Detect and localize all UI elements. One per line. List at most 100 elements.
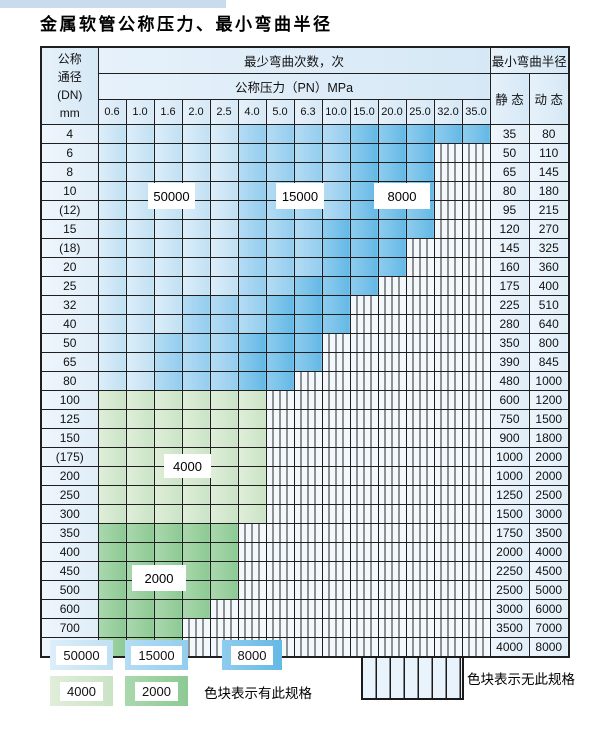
spec-cell-4000 <box>97 427 127 448</box>
dynamic-radius-cell: 145 <box>528 161 570 182</box>
spec-cell-4000 <box>181 389 211 410</box>
spec-cell-50000 <box>209 275 239 296</box>
no-spec-cell <box>433 199 463 220</box>
no-spec-cell <box>237 541 267 562</box>
spec-cell-50000 <box>125 123 155 144</box>
spec-cell-8000 <box>405 142 435 163</box>
spec-cell-50000 <box>153 142 183 163</box>
no-spec-cell <box>349 294 379 315</box>
dn-cell: 450 <box>40 560 99 581</box>
spec-cell-8000 <box>349 161 379 182</box>
no-spec-cell <box>265 389 295 410</box>
pressure-col-header: 32.0 <box>433 98 463 125</box>
spec-cell-50000 <box>125 332 155 353</box>
static-radius-cell: 160 <box>489 256 530 277</box>
dn-header-line: mm <box>59 105 80 120</box>
no-spec-cell <box>461 484 491 505</box>
spec-cell-15000 <box>293 142 323 163</box>
table-row: 250 1250 2500 <box>40 484 570 505</box>
static-radius-cell: 4000 <box>489 636 530 657</box>
spec-cell-15000 <box>293 161 323 182</box>
no-spec-cell <box>293 560 323 581</box>
no-spec-cell <box>377 598 407 619</box>
spec-cell-50000 <box>125 275 155 296</box>
spec-cell-50000 <box>125 313 155 334</box>
no-spec-cell <box>293 617 323 638</box>
spec-cell-2000 <box>97 541 127 562</box>
spec-cell-4000 <box>181 408 211 429</box>
no-spec-cell <box>265 598 295 619</box>
no-spec-cell <box>405 408 435 429</box>
legend-swatch-2000: 2000 <box>125 676 188 706</box>
spec-cell-2000 <box>209 541 239 562</box>
legend-swatch-label: 50000 <box>56 645 107 665</box>
no-spec-cell <box>293 465 323 486</box>
spec-cell-50000 <box>153 275 183 296</box>
pressure-col-header: 4.0 <box>237 98 267 125</box>
no-spec-cell <box>293 389 323 410</box>
no-spec-cell <box>293 484 323 505</box>
no-spec-cell <box>349 579 379 600</box>
dn-cell: 700 <box>40 617 99 638</box>
table-row: 4 35 80 <box>40 123 570 144</box>
spec-cell-8000 <box>321 294 351 315</box>
dn-cell: 65 <box>40 351 99 372</box>
table-row: 350 1750 3500 <box>40 522 570 543</box>
spec-cell-15000 <box>321 123 351 144</box>
spec-cell-8000 <box>349 180 379 201</box>
spec-cell-15000 <box>209 370 239 391</box>
header-row-1: 公称 通径 (DN) mm 最少弯曲次数，次 最小弯曲半径 <box>40 46 570 125</box>
no-spec-cell <box>433 370 463 391</box>
dn-header-line: (DN) <box>57 87 83 102</box>
no-spec-cell <box>377 427 407 448</box>
min-bend-radius-header: 最小弯曲半径 <box>489 46 570 74</box>
spec-cell-8000 <box>237 332 267 353</box>
pressure-col-header: 20.0 <box>377 98 407 125</box>
no-spec-cell <box>405 237 435 258</box>
no-spec-cell <box>265 617 295 638</box>
no-spec-cell <box>321 636 351 657</box>
spec-cell-4000 <box>181 484 211 505</box>
spec-cell-15000 <box>237 199 267 220</box>
dynamic-radius-cell: 3500 <box>528 522 570 543</box>
spec-cell-8000 <box>349 256 379 277</box>
no-spec-cell <box>461 218 491 239</box>
spec-cell-8000 <box>237 351 267 372</box>
spec-cell-50000 <box>125 237 155 258</box>
spec-cell-15000 <box>181 332 211 353</box>
spec-cell-15000 <box>321 180 351 201</box>
spec-cell-8000 <box>321 256 351 277</box>
spec-cell-8000 <box>377 256 407 277</box>
spec-cell-15000 <box>265 123 295 144</box>
dynamic-radius-cell: 400 <box>528 275 570 296</box>
no-spec-cell <box>461 617 491 638</box>
static-radius-cell: 1750 <box>489 522 530 543</box>
spec-cell-15000 <box>237 142 267 163</box>
spec-cell-8000 <box>349 142 379 163</box>
spec-cell-50000 <box>97 332 127 353</box>
static-radius-cell: 600 <box>489 389 530 410</box>
no-spec-cell <box>461 294 491 315</box>
no-spec-cell <box>433 313 463 334</box>
dynamic-radius-cell: 5000 <box>528 579 570 600</box>
legend-swatch-label: 15000 <box>131 645 182 665</box>
no-spec-cell <box>461 389 491 410</box>
no-spec-cell <box>349 617 379 638</box>
dn-cell: 600 <box>40 598 99 619</box>
spec-cell-2000 <box>97 598 127 619</box>
no-spec-cell <box>377 389 407 410</box>
spec-cell-15000 <box>181 313 211 334</box>
no-spec-cell <box>461 579 491 600</box>
spec-cell-4000 <box>125 503 155 524</box>
no-spec-cell <box>181 617 211 638</box>
spec-cell-2000 <box>209 579 239 600</box>
no-spec-cell <box>433 218 463 239</box>
no-spec-cell <box>349 351 379 372</box>
table-row: 500 2500 5000 <box>40 579 570 600</box>
no-spec-cell <box>433 465 463 486</box>
no-spec-cell <box>405 446 435 467</box>
no-spec-cell <box>237 598 267 619</box>
spec-cell-8000 <box>293 332 323 353</box>
no-spec-cell <box>293 522 323 543</box>
spec-cell-50000 <box>209 180 239 201</box>
